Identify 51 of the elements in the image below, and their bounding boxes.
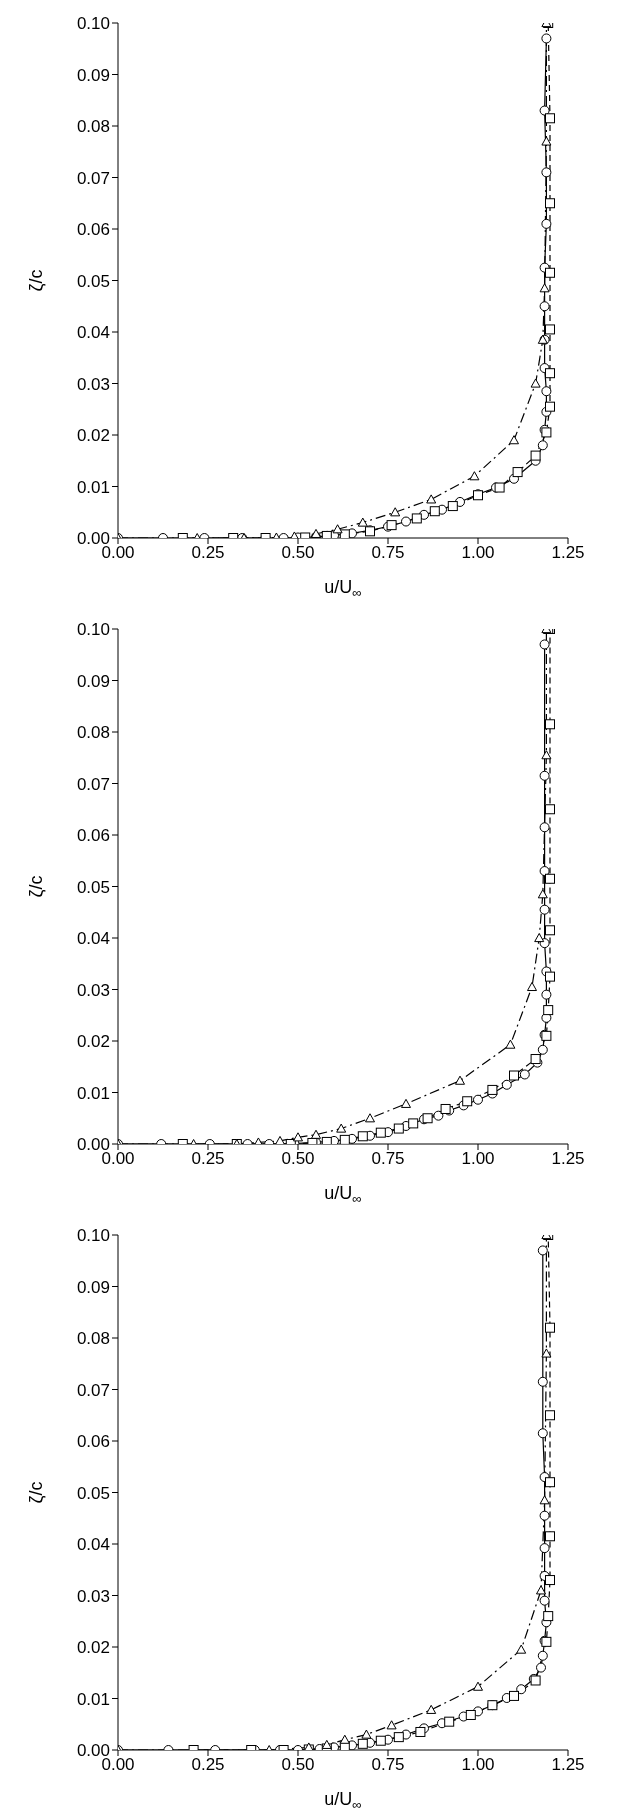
y-tick-label: 0.07 [76, 774, 110, 794]
x-tick-label: 0.25 [191, 543, 225, 563]
y-tick-label: 0.08 [76, 117, 110, 137]
y-tick-label: 0.03 [76, 1586, 110, 1606]
x-tick-label: 1.25 [551, 543, 585, 563]
x-tick-label: 1.00 [461, 1755, 495, 1775]
y-tick-label: 0.10 [76, 620, 110, 640]
y-tick-label: 0.04 [76, 929, 110, 949]
y-tick-label: 0.06 [76, 826, 110, 846]
y-tick-label: 0.06 [76, 220, 110, 240]
y-tick-label: 0.04 [76, 323, 110, 343]
y-tick-label: 0.05 [76, 271, 110, 291]
x-tick-label: 0.50 [281, 1755, 315, 1775]
x-tick-label: 0.75 [371, 1755, 405, 1775]
y-tick-label: 0.05 [76, 877, 110, 897]
y-tick-label: 0.03 [76, 374, 110, 394]
y-axis-title: ζ/c [26, 875, 46, 898]
x-tick-label: 1.25 [551, 1755, 585, 1775]
x-tick-label: 0.75 [371, 1149, 405, 1169]
y-tick-label: 0.10 [76, 1226, 110, 1246]
y-tick-label: 0.08 [76, 1329, 110, 1349]
x-tick-label: 0.25 [191, 1755, 225, 1775]
y-axis-title: ζ/c [26, 269, 46, 292]
y-tick-label: 0.09 [76, 671, 110, 691]
y-tick-label: 0.06 [76, 1432, 110, 1452]
y-tick-label: 0.02 [76, 1638, 110, 1658]
x-tick-label: 1.00 [461, 1149, 495, 1169]
y-tick-label: 0.01 [76, 1689, 110, 1709]
x-tick-label: 0.75 [371, 543, 405, 563]
x-axis-title: u/U$_{∞}$ [324, 1789, 362, 1812]
x-tick-label: 0.50 [281, 543, 315, 563]
y-tick-label: 0.05 [76, 1483, 110, 1503]
x-tick-label: 0.50 [281, 1149, 315, 1169]
x-tick-label: 1.00 [461, 543, 495, 563]
y-tick-label: 0.02 [76, 1032, 110, 1052]
y-tick-label: 0.09 [76, 65, 110, 85]
y-tick-label: 0.07 [76, 1380, 110, 1400]
y-tick-label: 0.04 [76, 1535, 110, 1555]
y-tick-label: 0.03 [76, 980, 110, 1000]
x-axis-title: u/U$_{∞}$ [324, 577, 362, 600]
y-tick-label: 0.01 [76, 477, 110, 497]
x-axis-title: u/U$_{∞}$ [324, 1183, 362, 1206]
x-tick-label: 0.25 [191, 1149, 225, 1169]
y-tick-label: 0.09 [76, 1277, 110, 1297]
y-tick-label: 0.08 [76, 723, 110, 743]
y-tick-label: 0.10 [76, 14, 110, 34]
y-tick-label: 0.02 [76, 426, 110, 446]
y-tick-label: 0.07 [76, 168, 110, 188]
x-tick-label: 1.25 [551, 1149, 585, 1169]
y-tick-label: 0.01 [76, 1083, 110, 1103]
y-axis-title: ζ/c [26, 1481, 46, 1504]
